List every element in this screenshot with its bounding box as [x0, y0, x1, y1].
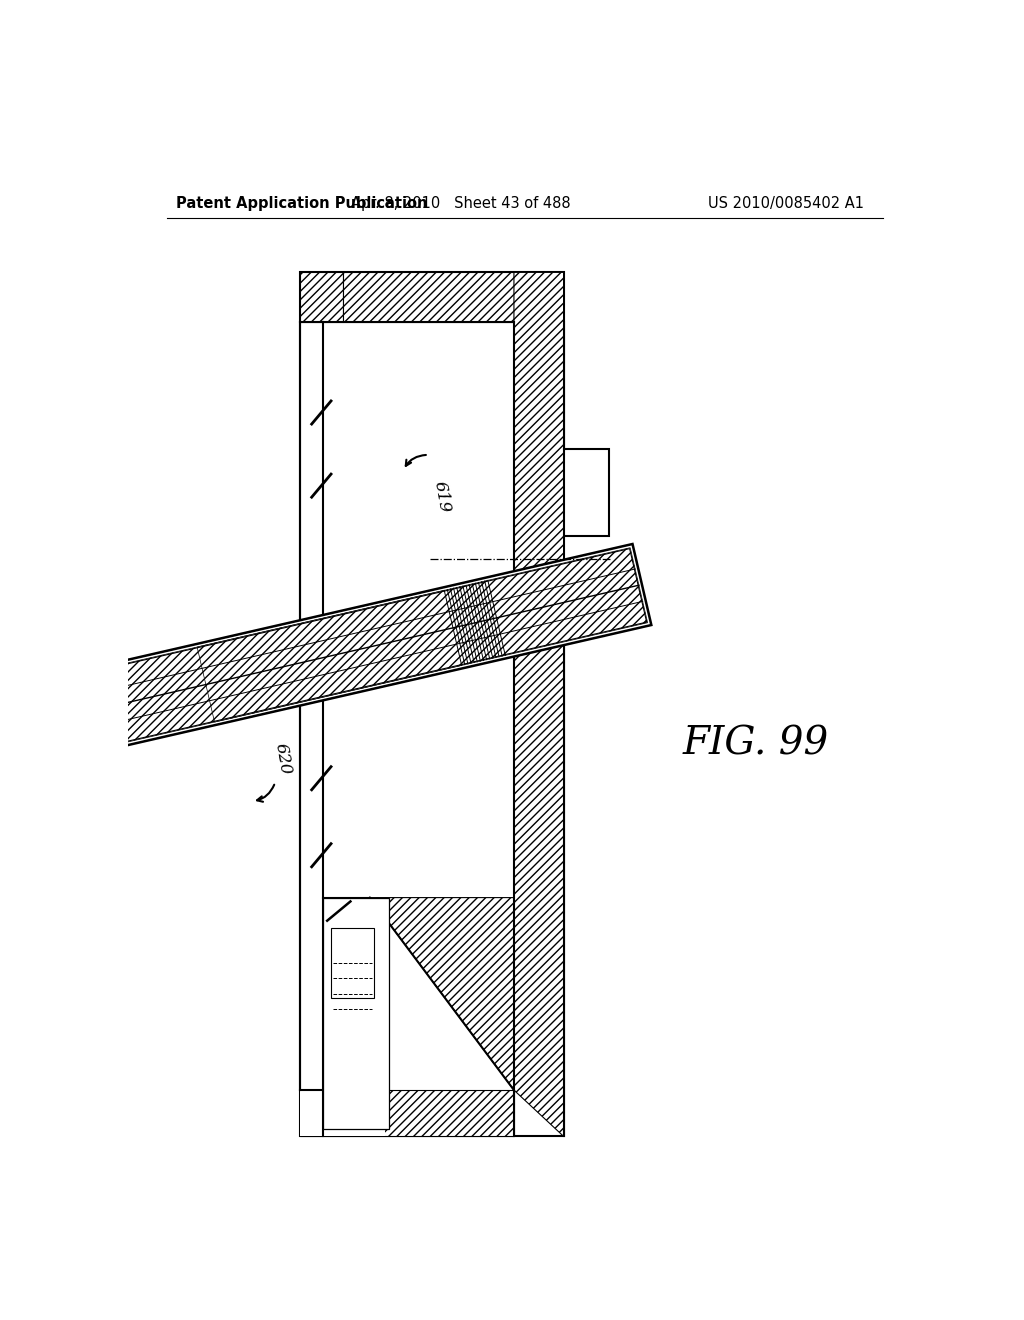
- Bar: [563, 566, 604, 636]
- Bar: [331, 928, 374, 998]
- Polygon shape: [197, 548, 647, 722]
- Polygon shape: [54, 590, 462, 755]
- Bar: [563, 449, 608, 536]
- Polygon shape: [300, 1090, 514, 1137]
- Text: Apr. 8, 2010   Sheet 43 of 488: Apr. 8, 2010 Sheet 43 of 488: [351, 195, 571, 211]
- Text: FIG. 99: FIG. 99: [683, 725, 828, 762]
- Polygon shape: [514, 272, 563, 1137]
- Text: Patent Application Publication: Patent Application Publication: [176, 195, 428, 211]
- Polygon shape: [343, 272, 514, 322]
- Bar: [300, 1090, 385, 1137]
- Text: 620: 620: [271, 742, 294, 776]
- Polygon shape: [300, 272, 343, 322]
- Polygon shape: [370, 898, 514, 1090]
- Bar: [324, 898, 389, 1129]
- Text: 619: 619: [431, 480, 453, 515]
- Text: US 2010/0085402 A1: US 2010/0085402 A1: [709, 195, 864, 211]
- Polygon shape: [51, 544, 651, 759]
- Bar: [300, 272, 563, 1137]
